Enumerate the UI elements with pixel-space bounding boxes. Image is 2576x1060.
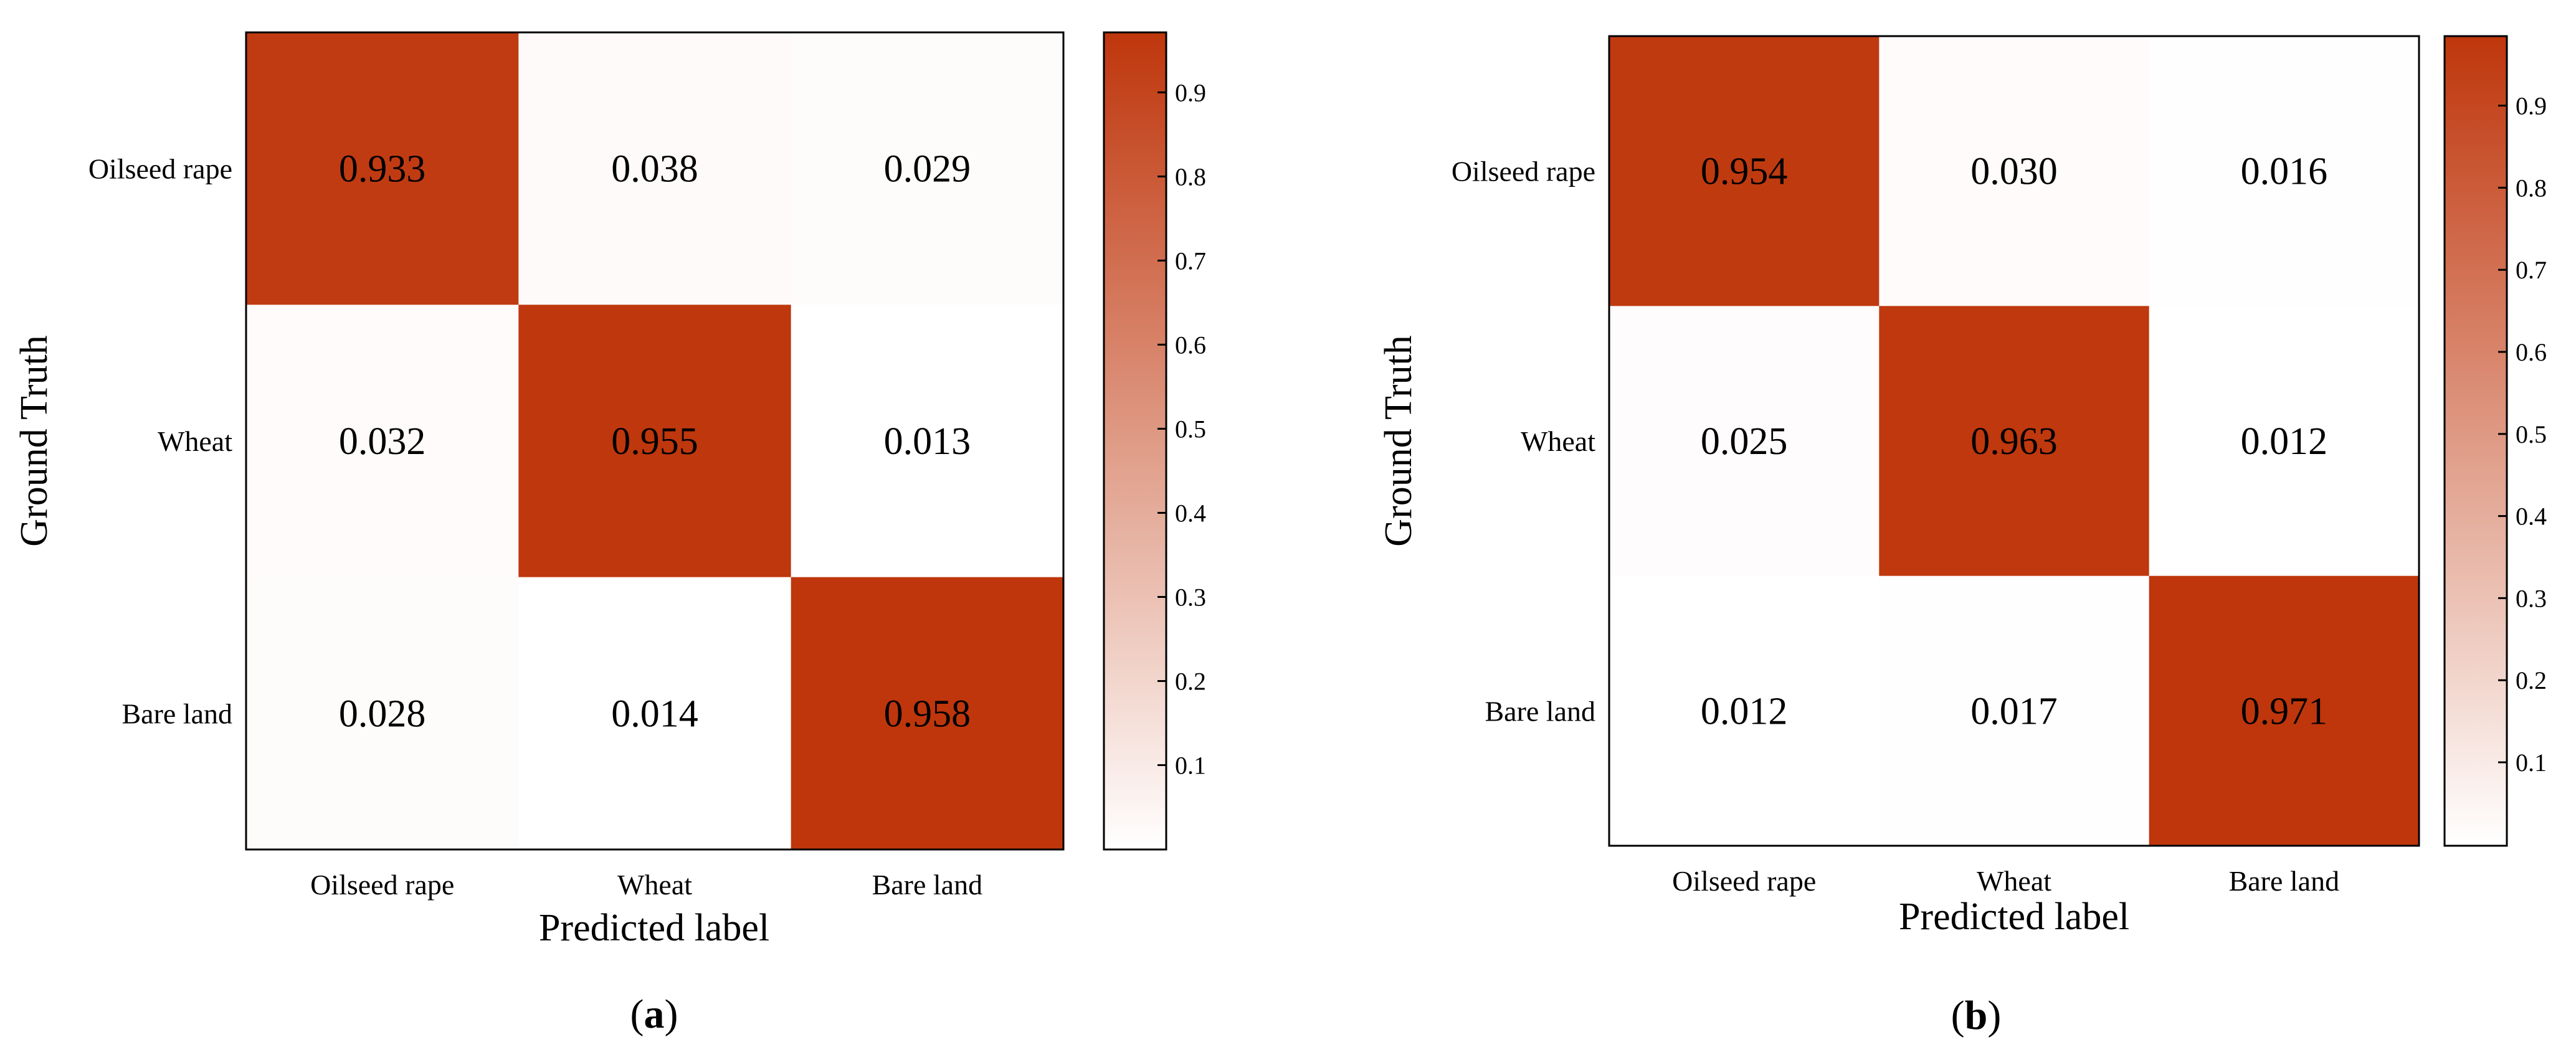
matrix-cell <box>246 305 519 578</box>
panel-letter: b <box>1965 993 1988 1038</box>
colorbar-tick-label: 0.5 <box>1175 415 1206 443</box>
cell-value-label: 0.933 <box>339 148 426 191</box>
cell-value-label: 0.954 <box>1701 151 1788 193</box>
cell-value-label: 0.025 <box>1701 420 1788 463</box>
matrix-cell <box>246 32 519 305</box>
colorbar-tick-label: 0.1 <box>1175 752 1206 780</box>
x-tick-label: Bare land <box>2229 865 2340 897</box>
matrix-cell <box>1609 575 1880 846</box>
colorbar <box>2443 35 2508 847</box>
y-tick-label: Bare land <box>121 698 232 729</box>
cell-value-label: 0.963 <box>1970 420 2058 463</box>
x-tick-label: Oilseed rape <box>310 869 454 901</box>
x-tick-label: Oilseed rape <box>1672 865 1816 897</box>
colorbar-tick-label: 0.5 <box>2516 420 2547 448</box>
cell-value-label: 0.955 <box>611 420 698 463</box>
cell-value-label: 0.012 <box>1701 690 1788 732</box>
matrix-cell <box>246 577 519 850</box>
cell-value-label: 0.013 <box>884 420 971 463</box>
matrix-cell <box>1879 575 2150 846</box>
x-tick-label: Wheat <box>617 869 692 901</box>
y-tick-label: Oilseed rape <box>88 153 232 185</box>
colorbar-tick-label: 0.9 <box>1175 78 1206 106</box>
matrix-frame <box>245 31 1065 851</box>
cell-value-label: 0.030 <box>1970 151 2058 193</box>
matrix-cell <box>2149 36 2420 306</box>
x-tick-label: Wheat <box>1977 865 2051 897</box>
matrix-cell <box>2149 306 2420 577</box>
cell-value-label: 0.014 <box>611 693 698 735</box>
colorbar-tick-label: 0.1 <box>2516 749 2547 777</box>
matrix-cell <box>1879 306 2150 577</box>
cell-value-label: 0.971 <box>2241 690 2328 732</box>
matrix-cell <box>2149 575 2420 846</box>
y-tick-label: Bare land <box>1485 695 1595 727</box>
y-tick-label: Wheat <box>1521 425 1595 457</box>
x-axis-title: Predicted label <box>1899 896 2129 938</box>
colorbar-tick-label: 0.7 <box>1175 247 1206 275</box>
y-tick-label: Oilseed rape <box>1452 156 1595 187</box>
cell-value-label: 0.038 <box>611 148 698 191</box>
cell-value-label: 0.016 <box>2241 151 2328 193</box>
cell-value-label: 0.012 <box>2241 420 2328 463</box>
colorbar-tick-label: 0.4 <box>1175 499 1206 527</box>
matrix-cell <box>518 577 792 850</box>
colorbar-tick-label: 0.4 <box>2516 503 2547 531</box>
panel-label: (a) <box>630 991 678 1037</box>
confusion-matrix-panel-b: 0.954 0.030 0.016 0.025 0.963 0.012 0.012 0.017… <box>1377 35 2547 1038</box>
colorbar-tick-label: 0.6 <box>2516 338 2547 366</box>
colorbar-tick-label: 0.9 <box>2516 92 2547 120</box>
colorbar-tick-label: 0.8 <box>1175 163 1206 191</box>
matrix-cell <box>791 32 1064 305</box>
colorbar-tick-label: 0.3 <box>1175 583 1206 611</box>
colorbar-tick-label: 0.8 <box>2516 174 2547 202</box>
y-axis-title: Ground Truth <box>1377 335 1420 546</box>
x-axis-title: Predicted label <box>539 907 769 949</box>
panel-label: (b) <box>1951 993 2002 1038</box>
matrix-frame <box>1608 35 2420 847</box>
matrix-cell <box>791 577 1064 850</box>
matrix-cell <box>1879 36 2150 306</box>
colorbar-tick-label: 0.2 <box>2516 666 2547 694</box>
y-axis-title: Ground Truth <box>13 335 55 546</box>
colorbar-tick-label: 0.3 <box>2516 584 2547 612</box>
matrix-cell <box>518 32 792 305</box>
cell-value-label: 0.032 <box>339 420 426 463</box>
matrix-cell <box>1609 306 1880 577</box>
x-tick-label: Bare land <box>872 869 983 901</box>
cell-value-label: 0.958 <box>884 693 971 735</box>
colorbar-tick-label: 0.7 <box>2516 256 2547 284</box>
cell-value-label: 0.028 <box>339 693 426 735</box>
colorbar <box>1103 31 1167 851</box>
matrix-cell <box>1609 36 1880 306</box>
matrix-cell <box>791 305 1064 578</box>
colorbar-tick-label: 0.6 <box>1175 331 1206 359</box>
colorbar-tick-label: 0.2 <box>1175 668 1206 696</box>
cell-value-label: 0.017 <box>1970 690 2058 732</box>
panel-letter: a <box>644 991 665 1037</box>
cell-value-label: 0.029 <box>884 148 971 191</box>
y-tick-label: Wheat <box>158 425 232 457</box>
confusion-matrix-panel-a: 0.933 0.038 0.029 0.032 0.955 0.013 0.028 0.014… <box>13 31 1206 1037</box>
matrix-cell <box>518 305 792 578</box>
